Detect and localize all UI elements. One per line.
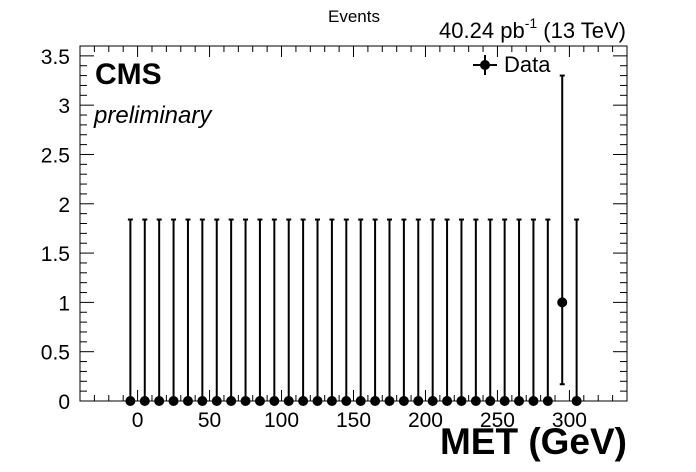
data-point (557, 297, 568, 308)
data-point (398, 396, 409, 406)
title-energy: (13 TeV) (537, 18, 626, 43)
y-tick-label: 3.5 (41, 46, 70, 69)
data-point (514, 396, 525, 406)
y-tick-label: 2.5 (41, 144, 70, 167)
legend-entry-data: Data (504, 52, 551, 77)
x-tick-label: 150 (336, 409, 371, 432)
chart-title: 40.24 pb-1 (13 TeV) (439, 15, 626, 43)
y-tick-label: 0.5 (41, 342, 70, 365)
data-point (283, 396, 294, 406)
y-tick-label: 1.5 (41, 243, 70, 266)
data-point (341, 396, 352, 406)
x-tick-label: 200 (408, 409, 443, 432)
data-point (240, 396, 251, 406)
data-point (571, 396, 582, 406)
plot-frame (79, 45, 628, 402)
x-tick-label: 100 (264, 409, 299, 432)
legend: Data (473, 52, 551, 77)
title-lumi-exponent: -1 (525, 15, 538, 31)
data-point (370, 396, 381, 406)
data-point (254, 396, 265, 406)
cms-label: CMS (95, 58, 162, 91)
data-point (139, 396, 150, 406)
data-point (312, 396, 323, 406)
data-point (485, 396, 496, 406)
data-point (384, 396, 395, 406)
data-point (442, 396, 453, 406)
y-axis-title: Events (328, 7, 380, 26)
x-axis-title: MET (GeV) (440, 421, 627, 462)
data-point (125, 396, 136, 406)
data-point (154, 396, 165, 406)
x-tick-label: 250 (480, 409, 515, 432)
legend-marker-point (480, 60, 490, 70)
data-point (326, 396, 337, 406)
data-point (413, 396, 424, 406)
data-point (427, 396, 438, 406)
data-point (456, 396, 467, 406)
data-point (355, 396, 366, 406)
data-point (197, 396, 208, 406)
data-point (182, 396, 193, 406)
y-tick-label: 2 (58, 194, 70, 217)
data-point (542, 396, 553, 406)
x-tick-label: 0 (132, 409, 144, 432)
x-tick-label: 300 (552, 409, 587, 432)
data-point (499, 396, 510, 406)
x-tick-label: 50 (198, 409, 221, 432)
data-point (211, 396, 222, 406)
y-tick-label: 1 (58, 292, 70, 315)
preliminary-label: preliminary (93, 102, 213, 129)
data-point (470, 396, 481, 406)
data-point (528, 396, 539, 406)
title-lumi: 40.24 pb (439, 18, 525, 43)
data-point (168, 396, 179, 406)
data-point (298, 396, 309, 406)
y-tick-label: 3 (58, 95, 70, 118)
y-tick-label: 0 (58, 391, 70, 414)
data-point (269, 396, 280, 406)
data-point (226, 396, 237, 406)
